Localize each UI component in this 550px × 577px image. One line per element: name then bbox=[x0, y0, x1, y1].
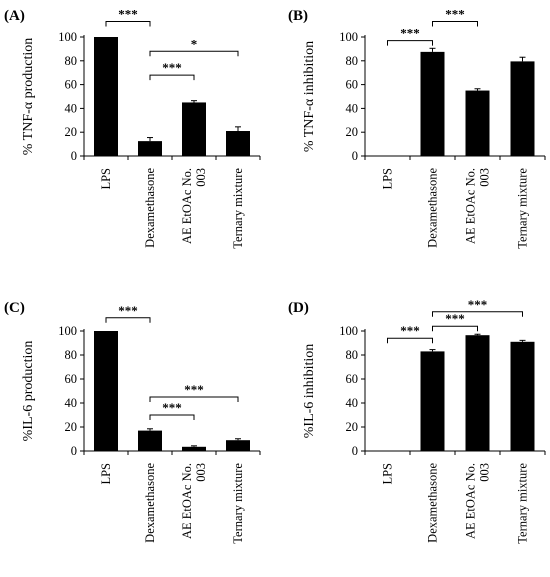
category-label: Dexamethasone bbox=[143, 463, 157, 543]
category-label: 003 bbox=[194, 168, 208, 187]
significance-bracket bbox=[432, 311, 523, 317]
significance-bracket bbox=[105, 317, 151, 323]
significance-label: *** bbox=[118, 7, 138, 22]
y-axis-label: %IL-6 inhibition bbox=[302, 344, 317, 439]
bar bbox=[465, 335, 490, 451]
y-axis-label: % TNF-α inhibition bbox=[302, 41, 317, 152]
significance-label: *** bbox=[400, 323, 420, 338]
bar bbox=[226, 440, 250, 451]
significance-bracket bbox=[387, 40, 433, 46]
y-tick-label: 40 bbox=[346, 101, 359, 115]
panel-letter: (A) bbox=[4, 8, 25, 24]
category-label: AE EtOAc No. bbox=[180, 463, 194, 539]
bar bbox=[510, 341, 535, 451]
panel-letter: (B) bbox=[288, 8, 308, 24]
category-label: LPS bbox=[99, 463, 113, 485]
y-tick-label: 40 bbox=[65, 101, 78, 115]
category-label: Ternary mixture bbox=[231, 168, 245, 249]
significance-label: *** bbox=[162, 400, 182, 415]
bar bbox=[226, 131, 250, 156]
y-tick-label: 0 bbox=[71, 149, 77, 163]
significance-bracket bbox=[105, 21, 151, 27]
category-label: 003 bbox=[478, 168, 492, 187]
category-label: Ternary mixture bbox=[516, 463, 530, 544]
significance-label: *** bbox=[400, 26, 420, 41]
category-label: Ternary mixture bbox=[516, 168, 530, 249]
category-label: AE EtOAc No. bbox=[180, 168, 194, 244]
y-tick-label: 20 bbox=[65, 420, 78, 434]
category-label: LPS bbox=[99, 168, 113, 190]
category-label: Ternary mixture bbox=[231, 463, 245, 544]
y-tick-label: 60 bbox=[346, 372, 359, 386]
y-tick-label: 100 bbox=[339, 30, 358, 44]
y-tick-label: 100 bbox=[339, 324, 358, 338]
y-axis-label: %IL-6 production bbox=[21, 341, 36, 442]
significance-label: *** bbox=[184, 382, 204, 397]
y-tick-label: 20 bbox=[346, 420, 359, 434]
bar bbox=[465, 90, 490, 156]
y-tick-label: 60 bbox=[65, 78, 78, 92]
y-tick-label: 20 bbox=[65, 125, 78, 139]
y-tick-label: 80 bbox=[346, 54, 359, 68]
significance-label: *** bbox=[445, 311, 465, 326]
panel-a: (A) % TNF-α production 0 20 40 60 80 100 LPS Dexa… bbox=[4, 7, 261, 249]
y-tick-label: 40 bbox=[65, 396, 78, 410]
y-tick-label: 40 bbox=[346, 396, 359, 410]
bar bbox=[182, 446, 206, 451]
category-label: LPS bbox=[381, 168, 395, 190]
significance-bracket bbox=[432, 325, 478, 332]
category-label: 003 bbox=[478, 463, 492, 482]
panel-letter: (D) bbox=[288, 300, 309, 316]
panel-b: (B) % TNF-α inhibition 0 20 40 60 80 100 LPS Dexa… bbox=[288, 7, 546, 249]
significance-bracket bbox=[432, 21, 478, 27]
significance-label: * bbox=[191, 36, 198, 51]
significance-label: *** bbox=[468, 297, 488, 312]
y-tick-label: 0 bbox=[71, 444, 77, 458]
y-tick-label: 100 bbox=[58, 324, 77, 338]
y-tick-label: 100 bbox=[58, 30, 77, 44]
panel-letter: (C) bbox=[4, 300, 25, 316]
y-tick-label: 80 bbox=[65, 54, 78, 68]
y-tick-label: 80 bbox=[65, 348, 78, 362]
bar bbox=[420, 351, 445, 451]
category-label: Dexamethasone bbox=[143, 168, 157, 248]
significance-label: *** bbox=[118, 303, 138, 318]
bar bbox=[94, 331, 118, 451]
significance-bracket bbox=[149, 414, 195, 420]
bar bbox=[182, 102, 206, 156]
significance-label: *** bbox=[445, 7, 465, 22]
y-tick-label: 60 bbox=[65, 372, 78, 386]
panel-d: (D) %IL-6 inhibition 0 20 40 60 80 100 LPS Dexame… bbox=[288, 297, 546, 544]
panel-c: (C) %IL-6 production 0 20 40 60 80 100 LPS Dexame… bbox=[4, 300, 261, 544]
y-tick-label: 0 bbox=[352, 444, 358, 458]
y-tick-label: 80 bbox=[346, 348, 359, 362]
y-tick-label: 0 bbox=[352, 149, 358, 163]
bar bbox=[420, 51, 445, 156]
category-label: Dexamethasone bbox=[426, 463, 440, 543]
category-label: AE EtOAc No. bbox=[464, 168, 478, 244]
bar bbox=[138, 430, 162, 451]
y-axis-label: % TNF-α production bbox=[21, 38, 36, 156]
category-label: AE EtOAc No. bbox=[464, 463, 478, 539]
significance-bracket bbox=[149, 50, 239, 57]
significance-bracket bbox=[149, 74, 195, 81]
category-label: LPS bbox=[381, 463, 395, 485]
bar bbox=[510, 61, 535, 156]
significance-label: *** bbox=[162, 60, 182, 75]
y-tick-label: 20 bbox=[346, 125, 359, 139]
category-label: 003 bbox=[194, 463, 208, 482]
y-tick-label: 60 bbox=[346, 78, 359, 92]
significance-bracket bbox=[387, 337, 433, 344]
bar bbox=[138, 141, 162, 156]
significance-bracket bbox=[149, 396, 239, 402]
category-label: Dexamethasone bbox=[426, 168, 440, 248]
bar bbox=[94, 37, 118, 156]
